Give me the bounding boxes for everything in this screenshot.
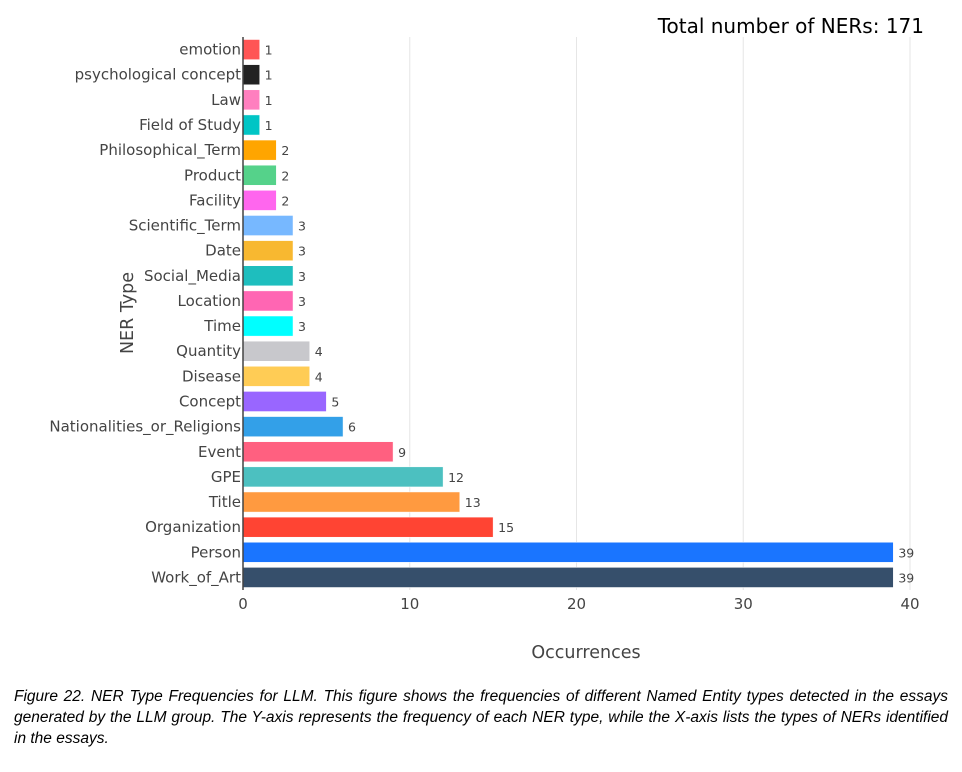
y-tick-label: Concept: [179, 392, 241, 410]
y-tick-label: Product: [184, 166, 241, 184]
data-label: 12: [448, 470, 464, 485]
data-label: 1: [265, 118, 273, 133]
bar-social-media: [242, 265, 294, 287]
bar-work-of-art: [242, 567, 894, 588]
bar-psychological-concept: [242, 64, 260, 86]
data-label: 15: [498, 520, 514, 535]
bar-facility: [242, 190, 277, 211]
y-tick-label: Time: [203, 317, 241, 335]
bar-event: [242, 441, 394, 463]
x-tick-label: 40: [900, 595, 919, 613]
bar-philosophical-term: [242, 139, 277, 161]
data-label: 1: [265, 43, 273, 58]
data-label: 2: [281, 193, 289, 208]
y-tick-label: Nationalities_or_Religions: [49, 418, 241, 437]
bar-nationalities-or-religions: [242, 416, 344, 437]
bar-gpe: [242, 466, 444, 488]
data-label: 3: [298, 319, 306, 334]
data-label: 1: [265, 68, 273, 83]
y-tick-label: Disease: [182, 367, 241, 385]
bar-location: [242, 290, 294, 312]
data-label: 9: [398, 445, 406, 460]
data-label: 1: [265, 93, 273, 108]
data-label: 5: [331, 394, 339, 409]
data-label: 2: [281, 143, 289, 158]
data-label: 3: [298, 294, 306, 309]
y-tick-label: Social_Media: [144, 267, 241, 286]
y-tick-label: Field of Study: [139, 116, 241, 134]
data-label: 3: [298, 269, 306, 284]
bar-date: [242, 240, 294, 261]
y-tick-label: Location: [178, 292, 241, 310]
bar-product: [242, 164, 277, 186]
data-label: 3: [298, 244, 306, 259]
y-tick-label: Quantity: [176, 342, 241, 360]
x-tick-label: 10: [400, 595, 419, 613]
data-label: 39: [898, 545, 914, 560]
y-tick-label: Facility: [189, 191, 241, 209]
x-axis-title: Occurrences: [531, 643, 640, 663]
y-tick-label: Scientific_Term: [129, 217, 241, 236]
y-tick-label: Date: [205, 242, 241, 260]
bar-organization: [242, 516, 494, 538]
y-tick-label: Organization: [145, 518, 241, 536]
data-label: 4: [315, 344, 323, 359]
y-tick-label: Work_of_Art: [151, 568, 241, 587]
y-tick-label: Philosophical_Term: [99, 141, 241, 160]
y-tick-label: Title: [208, 493, 241, 511]
x-tick-label: 20: [567, 595, 586, 613]
bar-field-of-study: [242, 114, 260, 136]
y-tick-label: Event: [198, 443, 241, 461]
x-tick-label: 0: [238, 595, 248, 613]
bar-disease: [242, 366, 310, 387]
x-tick-label: 30: [734, 595, 753, 613]
y-tick-label: Person: [191, 543, 241, 561]
bar-title: [242, 491, 461, 513]
y-tick-label: psychological concept: [75, 66, 241, 84]
y-tick-label: GPE: [211, 468, 241, 486]
bar-time: [242, 315, 294, 337]
bar-chart: 0 10 20 30 40 emotion 1 psychological concept 1 L…: [49, 37, 920, 663]
total-ners-label: Total number of NERs: 171: [657, 14, 924, 38]
data-label: 3: [298, 219, 306, 234]
data-label: 13: [465, 495, 481, 510]
data-label: 4: [315, 369, 323, 384]
bar-law: [242, 89, 260, 111]
bar-person: [242, 541, 894, 563]
y-tick-label: emotion: [179, 41, 241, 59]
bar-quantity: [242, 340, 310, 362]
y-axis-title: NER Type: [118, 272, 138, 354]
bar-emotion: [242, 39, 260, 60]
y-tick-label: Law: [211, 91, 241, 109]
data-label: 6: [348, 420, 356, 435]
data-label: 2: [281, 168, 289, 183]
figure-caption: Figure 22. NER Type Frequencies for LLM.…: [14, 688, 948, 747]
bar-concept: [242, 391, 327, 412]
data-label: 39: [898, 570, 914, 585]
bar-scientific-term: [242, 215, 294, 236]
